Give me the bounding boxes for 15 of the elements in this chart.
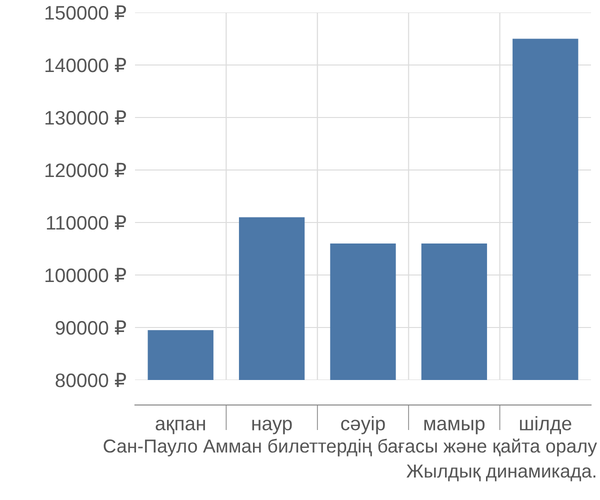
y-tick-label: 100000 ₽ — [46, 268, 126, 282]
x-tick-label: шілде — [520, 416, 572, 434]
y-tick-label: 120000 ₽ — [46, 162, 126, 178]
text: Жылдық динамикада. — [406, 464, 596, 482]
y-tick-label: 150000 ₽ — [46, 5, 126, 20]
y-tick-label: 110000 ₽ — [46, 215, 126, 230]
y-tick-label: 80000 ₽ — [56, 372, 126, 388]
x-tick-label: ақпан — [156, 420, 205, 434]
y-tick-label: 130000 ₽ — [46, 110, 126, 125]
text: Сан-Пауло Амман билеттердің бағасы және қайта оралу — [104, 438, 597, 456]
x-tick-label: мамыр — [424, 420, 485, 434]
y-tick-label: 90000 ₽ — [56, 320, 126, 335]
y-tick-label: 140000 ₽ — [46, 58, 126, 72]
x-tick-label: наур — [252, 420, 292, 434]
x-tick-label: сәуір — [341, 416, 385, 434]
